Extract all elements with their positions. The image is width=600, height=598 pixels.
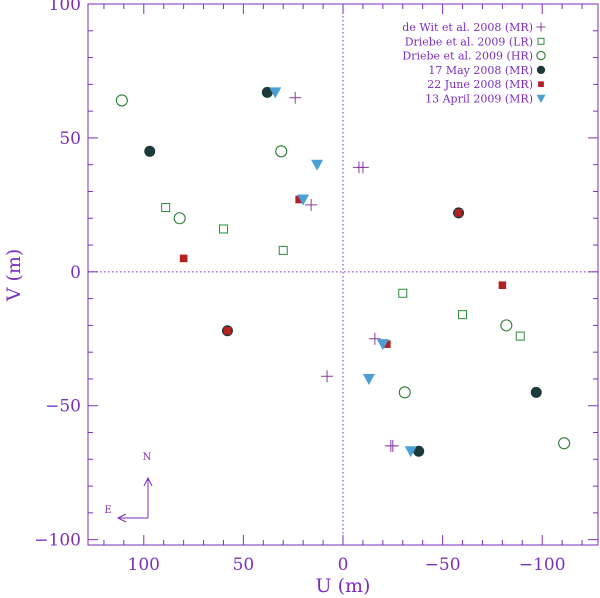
y-tick-label: −100 bbox=[34, 531, 81, 551]
legend-label: Driebe et al. 2009 (LR) bbox=[405, 35, 533, 48]
data-point-filled-square bbox=[223, 326, 232, 335]
x-tick-label: 50 bbox=[233, 555, 255, 575]
y-tick-label: 50 bbox=[59, 129, 81, 149]
y-axis-label: V (m) bbox=[3, 249, 25, 303]
data-point-plus bbox=[386, 439, 399, 452]
data-point-filled-triangle-down bbox=[362, 373, 375, 385]
legend-label: de Wit et al. 2008 (MR) bbox=[402, 21, 533, 34]
data-point-filled-circle bbox=[413, 445, 425, 457]
compass-north-label: N bbox=[143, 452, 152, 463]
data-point-filled-square bbox=[454, 209, 463, 217]
legend-marker-open-square bbox=[537, 37, 545, 45]
compass-east-arrowhead bbox=[116, 513, 127, 523]
y-tick-label: 100 bbox=[49, 0, 81, 15]
data-point-filled-square bbox=[383, 340, 391, 348]
data-point-open-square bbox=[398, 288, 408, 298]
data-point-plus bbox=[305, 198, 318, 211]
data-point-filled-triangle-down bbox=[404, 446, 417, 458]
data-point-open-circle bbox=[558, 437, 571, 450]
data-point-filled-triangle-down bbox=[297, 194, 310, 206]
legend-marker-filled-square bbox=[538, 81, 544, 88]
data-point-open-square bbox=[218, 224, 228, 234]
data-point-open-circle bbox=[115, 94, 128, 107]
data-point-plus bbox=[368, 332, 381, 345]
data-point-filled-triangle-down bbox=[376, 339, 389, 351]
x-tick-label: −50 bbox=[425, 555, 461, 575]
data-point-plus bbox=[289, 91, 302, 104]
data-point-open-circle bbox=[173, 212, 186, 225]
data-point-filled-triangle-down bbox=[269, 87, 282, 99]
x-axis-label: U (m) bbox=[316, 575, 371, 597]
compass: N E bbox=[104, 452, 153, 523]
legend-marker-filled-triangle-down bbox=[536, 94, 546, 103]
legend-marker-filled-circle bbox=[536, 65, 546, 75]
legend: de Wit et al. 2008 (MR)Driebe et al. 200… bbox=[402, 21, 546, 106]
data-point-open-circle bbox=[500, 319, 513, 332]
legend-label: 13 April 2009 (MR) bbox=[425, 93, 533, 106]
data-point-open-square bbox=[515, 331, 525, 341]
data-point-filled-square bbox=[295, 195, 303, 204]
axis-ticks bbox=[88, 3, 598, 545]
data-point-filled-circle bbox=[530, 386, 542, 398]
legend-label: 22 June 2008 (MR) bbox=[427, 78, 533, 91]
legend-label: Driebe et al. 2009 (HR) bbox=[402, 50, 533, 63]
data-point-filled-triangle-down bbox=[311, 159, 324, 171]
compass-east-label: E bbox=[104, 505, 111, 516]
data-point-open-square bbox=[161, 203, 171, 213]
zero-lines bbox=[88, 4, 598, 545]
compass-north-arrowhead bbox=[143, 476, 153, 487]
data-point-open-square bbox=[458, 310, 468, 320]
x-tick-label: −100 bbox=[519, 555, 566, 575]
x-tick-label: 0 bbox=[338, 555, 349, 575]
x-tick-label: 100 bbox=[128, 555, 160, 575]
y-tick-label: 0 bbox=[70, 263, 81, 283]
data-points bbox=[115, 86, 571, 458]
data-point-open-circle bbox=[398, 386, 411, 399]
data-point-plus bbox=[352, 161, 365, 174]
y-tick-label: −50 bbox=[45, 397, 81, 417]
tick-labels: 100 50 0 −50 −100 100 50 0 −50 −100 bbox=[34, 0, 565, 575]
data-point-open-circle bbox=[275, 145, 288, 158]
data-point-filled-circle bbox=[144, 145, 156, 157]
legend-marker-plus bbox=[536, 22, 546, 32]
data-point-plus bbox=[321, 370, 334, 383]
data-point-filled-circle bbox=[261, 86, 273, 98]
data-point-filled-square bbox=[498, 281, 507, 290]
data-point-open-square bbox=[278, 245, 288, 255]
legend-label: 17 May 2008 (MR) bbox=[428, 64, 533, 77]
data-point-filled-square bbox=[179, 254, 188, 263]
legend-marker-open-circle bbox=[536, 50, 546, 61]
